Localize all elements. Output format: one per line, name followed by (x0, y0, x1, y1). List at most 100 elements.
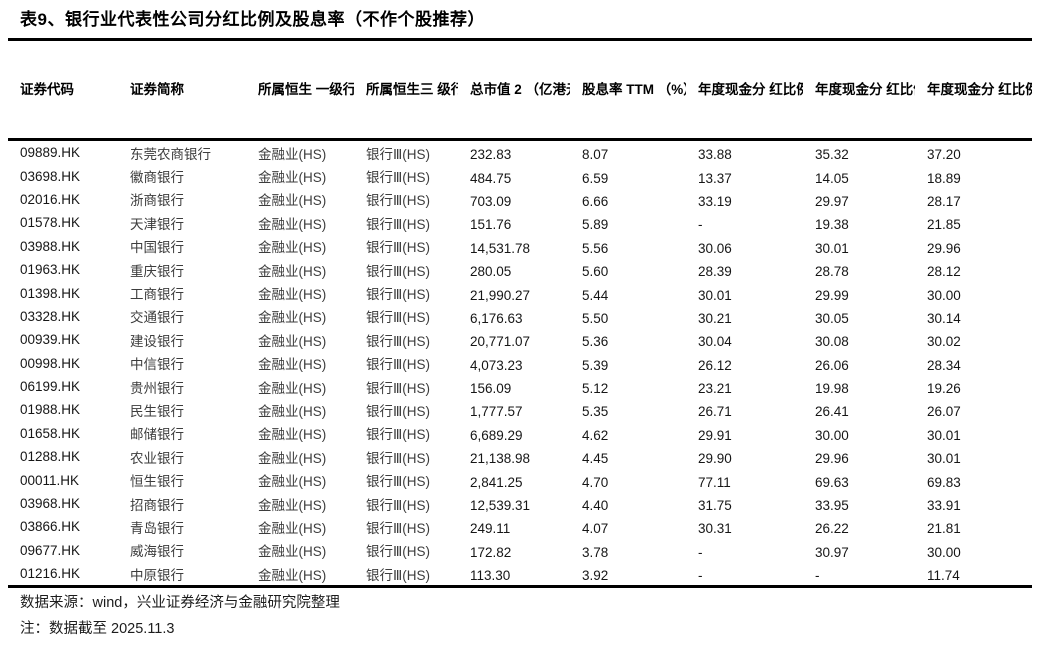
cell-payout-2024: 26.07 (927, 404, 961, 420)
table-row: 01963.HK 重庆银行 金融业(HS) 银行Ⅲ(HS) 280.05 5.6… (8, 258, 1032, 281)
cell-dividend-yield-ttm: 5.36 (582, 334, 609, 350)
cell-dividend-yield-ttm: 5.39 (582, 357, 609, 373)
cell-security-name: 中原银行 (118, 562, 246, 589)
cell-security-code: 01988.HK (20, 402, 81, 418)
cell-payout-2023: 26.41 (815, 404, 849, 420)
cell-payout-2024: 37.20 (927, 147, 961, 163)
table-row: 01988.HK 民生银行 金融业(HS) 银行Ⅲ(HS) 1,777.57 5… (8, 398, 1032, 421)
cell-security-code: 09889.HK (20, 145, 81, 161)
cell-security-name: 浙商银行 (130, 193, 184, 209)
cell-security-name: 东莞农商银行 (130, 146, 211, 162)
header-row: 证券代码 证券简称 所属恒生 一级行业 名称 所属恒生三 级行业名称 总市值 2… (8, 38, 1032, 141)
cell-security-name: 恒生银行 (130, 474, 184, 490)
column-header-payout-2023: 年度现金分 红比例 2023 年 （%） (803, 38, 915, 141)
cell-dividend-yield-ttm: 5.56 (582, 240, 609, 256)
cell-payout-2024: 30.00 (927, 287, 961, 303)
table-row: 03328.HK 交通银行 金融业(HS) 银行Ⅲ(HS) 6,176.63 5… (8, 305, 1032, 328)
cell-payout-2024: 21.81 (927, 521, 961, 537)
cell-payout-2024: 11.74 (915, 564, 1032, 591)
cell-industry-l1: 金融业(HS) (258, 544, 327, 560)
cell-industry-l1: 金融业(HS) (258, 216, 327, 232)
cell-market-cap: 703.09 (470, 193, 512, 209)
cell-industry-l3: 银行Ⅲ(HS) (366, 474, 431, 490)
cell-industry-l3: 银行Ⅲ(HS) (366, 497, 431, 513)
table-row: 01216.HK 中原银行 金融业(HS) 银行Ⅲ(HS) 113.30 3.9… (8, 562, 1032, 591)
cell-payout-2022: - (698, 217, 703, 233)
table-row: 01578.HK 天津银行 金融业(HS) 银行Ⅲ(HS) 151.76 5.8… (8, 211, 1032, 234)
cell-security-name: 青岛银行 (130, 520, 184, 536)
cell-security-code: 02016.HK (20, 191, 81, 207)
cell-industry-l1: 金融业(HS) (258, 474, 327, 490)
cell-security-code: 01216.HK (8, 562, 118, 589)
cell-dividend-yield-ttm: 4.62 (582, 427, 609, 443)
cell-security-code: 01658.HK (20, 425, 81, 441)
cell-security-code: 01398.HK (20, 285, 81, 301)
cell-payout-2022: 23.21 (698, 381, 732, 397)
cell-security-name: 农业银行 (130, 450, 184, 466)
cell-payout-2023: 26.06 (815, 357, 849, 373)
cell-industry-l1: 金融业(HS) (258, 310, 327, 326)
cell-industry-l1: 金融业(HS) (258, 170, 327, 186)
cell-security-code: 03328.HK (20, 308, 81, 324)
cell-industry-l3: 银行Ⅲ(HS) (366, 146, 431, 162)
table-row: 03988.HK 中国银行 金融业(HS) 银行Ⅲ(HS) 14,531.78 … (8, 235, 1032, 258)
cell-payout-2022: 30.31 (698, 521, 732, 537)
cell-dividend-yield-ttm: 5.12 (582, 381, 609, 397)
cell-industry-l1: 金融业(HS) (258, 497, 327, 513)
cell-payout-2024: 30.01 (927, 451, 961, 467)
cell-industry-l1: 金融业(HS) (258, 193, 327, 209)
cell-payout-2023: - (803, 564, 915, 591)
cell-industry-l3: 银行Ⅲ(HS) (366, 357, 431, 373)
cell-payout-2023: 30.01 (815, 240, 849, 256)
cell-payout-2024: 28.34 (927, 357, 961, 373)
cell-industry-l1: 金融业(HS) (258, 263, 327, 279)
cell-security-name: 徽商银行 (130, 170, 184, 186)
cell-market-cap: 4,073.23 (470, 357, 523, 373)
table-row: 02016.HK 浙商银行 金融业(HS) 银行Ⅲ(HS) 703.09 6.6… (8, 188, 1032, 211)
cell-payout-2023: 30.08 (815, 334, 849, 350)
cell-payout-2022: 26.12 (698, 357, 732, 373)
cell-security-name: 威海银行 (130, 544, 184, 560)
column-header-payout-2024: 年度现金分 红比例 2024 年 （%） (915, 38, 1032, 141)
cell-payout-2023: 19.38 (815, 217, 849, 233)
cell-payout-2023: 30.00 (815, 427, 849, 443)
cell-industry-l1: 金融业(HS) (258, 287, 327, 303)
cell-payout-2023: 35.32 (815, 147, 849, 163)
column-header-dividend-yield-ttm: 股息率 TTM （%） (570, 38, 686, 141)
cell-payout-2023: 29.99 (815, 287, 849, 303)
table-title: 表9、银行业代表性公司分红比例及股息率（不作个股推荐） (20, 10, 485, 29)
cell-security-code: 06199.HK (20, 379, 81, 395)
cell-industry-l3: 银行Ⅲ(HS) (366, 333, 431, 349)
table-row: 00011.HK 恒生银行 金融业(HS) 银行Ⅲ(HS) 2,841.25 4… (8, 468, 1032, 491)
cell-dividend-yield-ttm: 6.66 (582, 193, 609, 209)
cell-industry-l3: 银行Ⅲ(HS) (354, 562, 458, 589)
cell-industry-l3: 银行Ⅲ(HS) (366, 520, 431, 536)
cell-payout-2022: 31.75 (698, 498, 732, 514)
cell-security-name: 邮储银行 (130, 427, 184, 443)
cell-dividend-yield-ttm: 5.60 (582, 264, 609, 280)
dividend-table: 证券代码 证券简称 所属恒生 一级行业 名称 所属恒生三 级行业名称 总市值 2… (8, 38, 1032, 591)
cell-payout-2024: 69.83 (927, 474, 961, 490)
cell-security-name: 中国银行 (130, 240, 184, 256)
cell-industry-l3: 银行Ⅲ(HS) (366, 544, 431, 560)
table-row: 03698.HK 徽商银行 金融业(HS) 银行Ⅲ(HS) 484.75 6.5… (8, 164, 1032, 187)
cell-dividend-yield-ttm: 5.35 (582, 404, 609, 420)
cell-industry-l1: 金融业(HS) (258, 427, 327, 443)
cell-payout-2024: 30.00 (927, 544, 961, 560)
cell-industry-l3: 银行Ⅲ(HS) (366, 240, 431, 256)
cell-market-cap: 156.09 (470, 381, 512, 397)
cell-security-code: 00939.HK (20, 332, 81, 348)
cell-security-code: 01578.HK (20, 215, 81, 231)
cell-market-cap: 21,138.98 (470, 451, 531, 467)
cell-payout-2024: 28.12 (927, 264, 961, 280)
cell-security-code: 03968.HK (20, 496, 81, 512)
cell-payout-2022: 29.91 (698, 427, 732, 443)
cell-payout-2024: 29.96 (927, 240, 961, 256)
cell-security-code: 00998.HK (20, 355, 81, 371)
cell-payout-2022: 13.37 (698, 170, 732, 186)
table-row: 03866.HK 青岛银行 金融业(HS) 银行Ⅲ(HS) 249.11 4.0… (8, 515, 1032, 538)
column-header-payout-2022: 年度现金分 红比例- 2022 年 （%） (686, 38, 803, 141)
table-row: 06199.HK 贵州银行 金融业(HS) 银行Ⅲ(HS) 156.09 5.1… (8, 375, 1032, 398)
cell-payout-2024: 30.01 (927, 427, 961, 443)
cell-market-cap: 249.11 (470, 521, 511, 537)
